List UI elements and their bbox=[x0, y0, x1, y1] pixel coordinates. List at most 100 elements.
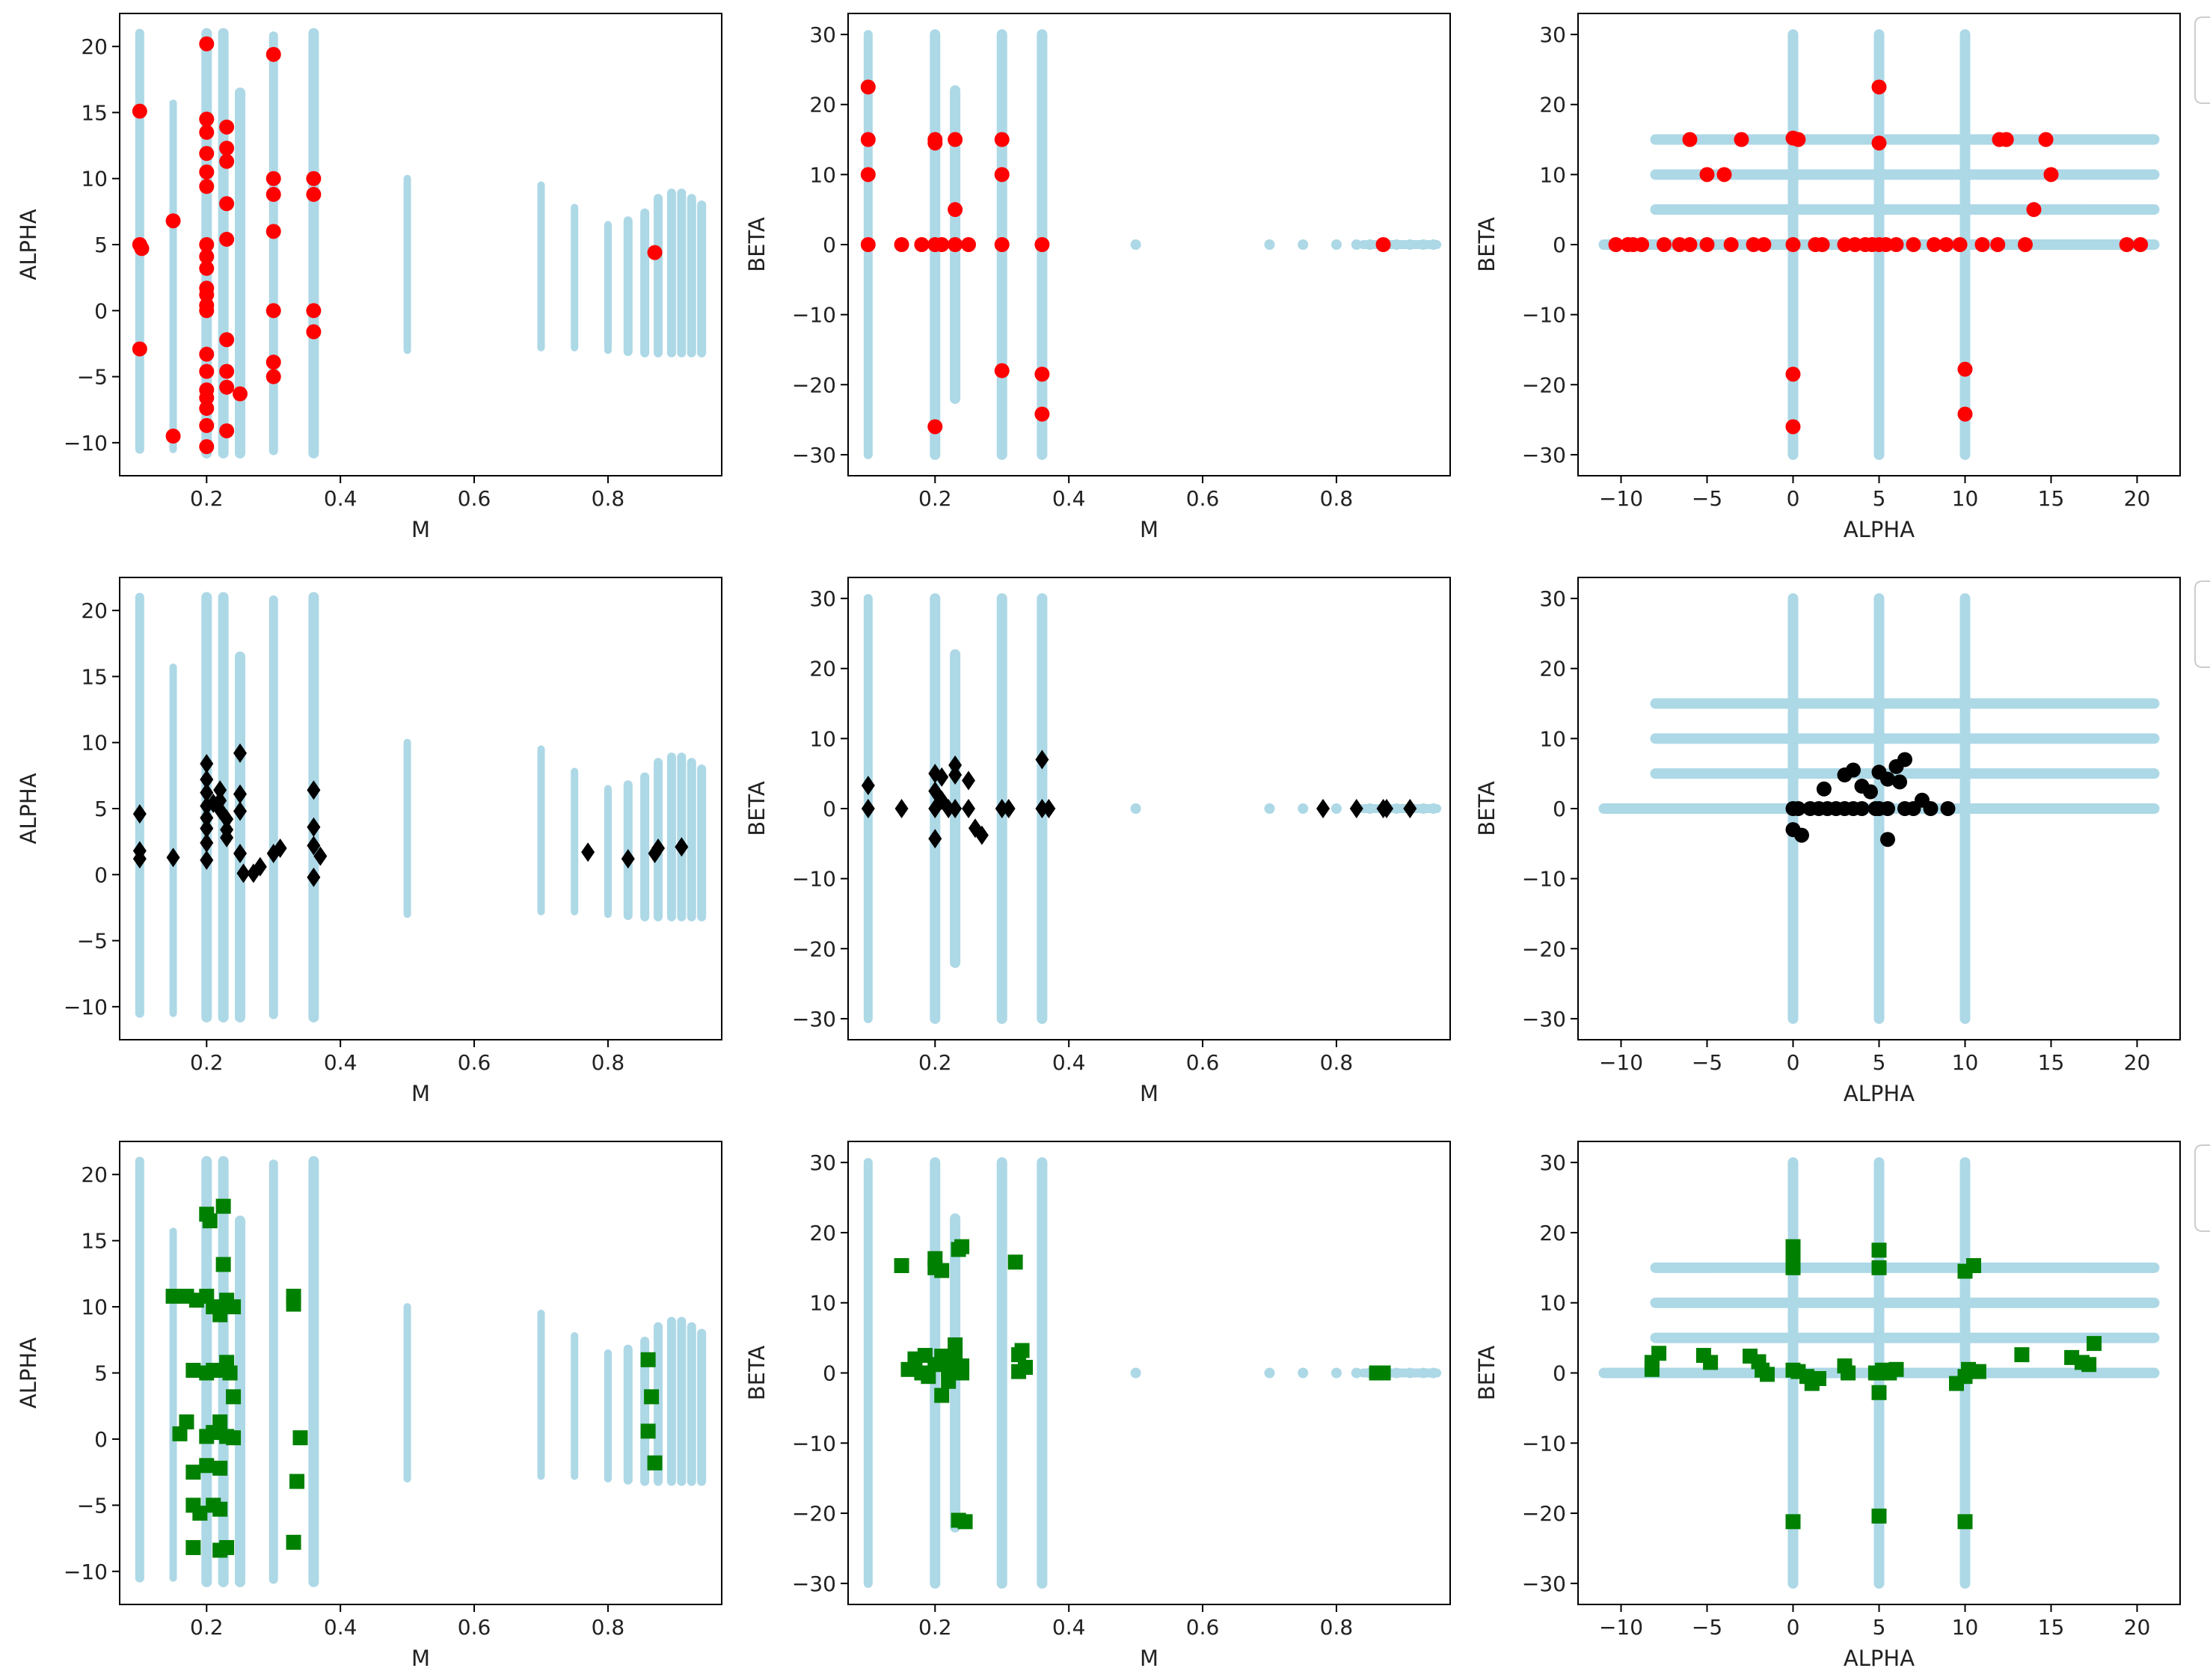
y-tick-label: 15 bbox=[81, 664, 108, 689]
data-point bbox=[1871, 1260, 1887, 1275]
x-tick-label: 20 bbox=[2124, 1615, 2151, 1640]
x-tick-label: 0.6 bbox=[458, 486, 491, 511]
data-point bbox=[199, 303, 215, 319]
data-point bbox=[948, 132, 963, 147]
data-point bbox=[675, 837, 689, 857]
data-point bbox=[1863, 784, 1878, 800]
data-point bbox=[253, 856, 267, 877]
x-axis-label: ALPHA bbox=[1844, 517, 1915, 542]
y-tick-label: 20 bbox=[809, 1221, 836, 1245]
y-tick-label: 10 bbox=[809, 162, 836, 187]
x-axis-label: ALPHA bbox=[1844, 1081, 1915, 1106]
data-point bbox=[941, 1361, 957, 1377]
x-tick-label: −5 bbox=[1692, 486, 1722, 511]
data-point bbox=[2026, 202, 2042, 218]
data-point bbox=[219, 1539, 235, 1555]
data-point bbox=[640, 1352, 656, 1367]
data-point bbox=[1871, 135, 1887, 151]
data-point bbox=[1814, 237, 1830, 252]
data-point bbox=[994, 167, 1010, 183]
data-point bbox=[1880, 801, 1895, 816]
data-point bbox=[1811, 1371, 1826, 1387]
data-point bbox=[1746, 237, 1761, 252]
x-tick-label: 0.2 bbox=[190, 1615, 224, 1640]
x-tick-label: 20 bbox=[2124, 1050, 2151, 1075]
data-point bbox=[994, 237, 1010, 252]
data-point bbox=[921, 1369, 936, 1385]
y-tick-label: −20 bbox=[1522, 373, 1566, 397]
x-tick-label: 15 bbox=[2038, 1615, 2065, 1640]
data-point bbox=[1785, 237, 1801, 252]
data-point bbox=[199, 439, 215, 455]
data-point bbox=[1888, 237, 1904, 252]
data-point bbox=[1034, 367, 1050, 382]
data-point bbox=[132, 849, 147, 869]
y-axis-label: BETA bbox=[744, 781, 770, 836]
data-point bbox=[1634, 237, 1650, 252]
x-tick-label: 5 bbox=[1873, 1050, 1886, 1075]
data-point bbox=[165, 429, 181, 444]
data-point bbox=[581, 842, 595, 862]
data-point bbox=[957, 1514, 973, 1530]
y-tick-label: 5 bbox=[94, 1361, 108, 1386]
data-point bbox=[1897, 752, 1912, 767]
data-point bbox=[265, 186, 281, 202]
y-tick-label: −5 bbox=[77, 929, 108, 954]
y-tick-label: 0 bbox=[823, 797, 836, 821]
data-point bbox=[233, 743, 247, 763]
x-tick-label: 0.2 bbox=[190, 486, 224, 511]
data-point bbox=[219, 196, 235, 212]
data-point bbox=[1846, 762, 1861, 778]
y-axis-label: BETA bbox=[1474, 781, 1500, 836]
data-point bbox=[313, 846, 328, 866]
data-point bbox=[1756, 237, 1772, 252]
data-point bbox=[2038, 132, 2054, 147]
highlight-series bbox=[861, 749, 1417, 849]
data-point bbox=[132, 341, 147, 357]
data-point bbox=[1699, 167, 1715, 183]
data-point bbox=[961, 237, 976, 252]
data-point bbox=[1847, 237, 1863, 252]
data-point bbox=[1878, 237, 1894, 252]
data-point bbox=[215, 1198, 231, 1214]
data-point bbox=[994, 132, 1010, 147]
data-point bbox=[307, 817, 321, 837]
x-axis-label: M bbox=[411, 1646, 430, 1671]
y-tick-label: 20 bbox=[809, 657, 836, 681]
y-tick-label: 30 bbox=[1539, 1150, 1566, 1175]
data-point bbox=[1672, 237, 1687, 252]
data-point bbox=[1927, 237, 1942, 252]
data-point bbox=[199, 124, 215, 140]
data-point bbox=[1906, 237, 1921, 252]
data-point bbox=[265, 171, 281, 186]
data-point bbox=[2081, 1357, 2097, 1373]
data-point bbox=[307, 836, 321, 856]
data-point bbox=[165, 1288, 181, 1304]
data-point bbox=[1716, 167, 1732, 183]
data-point bbox=[199, 146, 215, 162]
x-axis-label: M bbox=[411, 1081, 430, 1106]
x-tick-label: 0.8 bbox=[592, 1050, 625, 1075]
data-point bbox=[948, 237, 963, 252]
data-point bbox=[1723, 237, 1739, 252]
data-point bbox=[651, 838, 666, 858]
data-point bbox=[219, 119, 235, 135]
data-point bbox=[222, 1365, 238, 1381]
data-point bbox=[1682, 237, 1698, 252]
data-point bbox=[1682, 132, 1698, 147]
y-tick-label: 10 bbox=[809, 726, 836, 751]
y-tick-label: 30 bbox=[809, 586, 836, 611]
data-point bbox=[179, 1414, 194, 1429]
data-point bbox=[286, 1296, 301, 1312]
data-point bbox=[644, 1389, 660, 1405]
x-tick-label: 0.6 bbox=[1186, 1050, 1220, 1075]
y-tick-label: −10 bbox=[792, 303, 836, 328]
data-point bbox=[226, 1389, 242, 1405]
data-point bbox=[928, 829, 942, 849]
data-point bbox=[1837, 237, 1853, 252]
data-point bbox=[621, 849, 635, 869]
data-point bbox=[954, 1365, 970, 1381]
data-point bbox=[1790, 132, 1806, 147]
legend-box-clipped bbox=[2194, 1144, 2210, 1232]
data-point bbox=[286, 1534, 301, 1550]
